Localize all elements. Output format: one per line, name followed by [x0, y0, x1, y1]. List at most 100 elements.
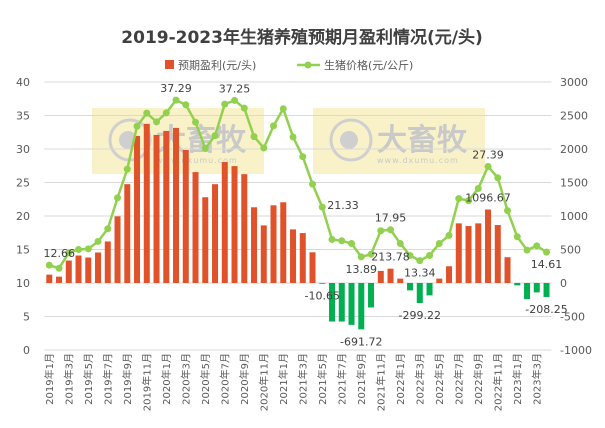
watermark-url: www.dxumu.com [156, 156, 238, 165]
watermark-url: www.dxumu.com [377, 156, 459, 165]
profit-bar [485, 209, 492, 283]
x-axis-tick: 2019年7月 [101, 353, 114, 405]
profit-bar [377, 270, 384, 283]
x-axis-tick: 2020年1月 [160, 353, 173, 405]
profit-bar [124, 184, 131, 283]
price-line-path [48, 98, 548, 270]
x-axis-tick: 2020年7月 [218, 353, 231, 405]
right-axis-tick: -1000 [560, 344, 592, 357]
watermark-brand: 大畜牧 [377, 123, 468, 158]
left-axis-tick: 25 [16, 177, 30, 190]
price-marker [455, 195, 463, 203]
price-marker [309, 180, 317, 188]
data-labels: 12.66 37.29 37.25 21.33 13.89 17.95 13.34 27.39… [44, 82, 568, 348]
price-marker [367, 250, 375, 258]
profit-bar [465, 226, 472, 283]
price-marker [533, 242, 541, 250]
left-axis-tick: 15 [16, 244, 30, 257]
profit-bar [65, 260, 72, 283]
profit-bar [270, 205, 277, 283]
profit-bar [114, 216, 121, 283]
price-marker [201, 144, 209, 152]
data-label: 1096.67 [465, 192, 511, 205]
x-axis-tick: 2020年11月 [257, 353, 270, 411]
data-label: 27.39 [472, 148, 504, 161]
price-marker [445, 231, 453, 239]
price-marker [211, 132, 219, 140]
data-label: 37.25 [219, 82, 251, 95]
x-axis: 2019年1月 2019年3月 2019年5月 2019年7月 2019年9月 2019年… [43, 353, 544, 411]
profit-bar [280, 202, 287, 283]
price-marker [377, 227, 385, 235]
profit-bar [46, 274, 53, 283]
profit-bar [533, 283, 540, 293]
price-marker [270, 122, 278, 130]
price-marker [75, 246, 83, 253]
price-marker [143, 109, 151, 117]
price-marker [240, 104, 248, 112]
price-marker [279, 105, 287, 113]
left-axis-tick: 35 [16, 110, 30, 123]
x-axis-tick: 2019年1月 [43, 353, 56, 405]
price-marker [348, 239, 356, 247]
right-axis-tick: 1000 [560, 210, 588, 223]
profit-bar [182, 150, 189, 283]
profit-bar [494, 225, 501, 283]
legend: 预期盈利(元/头) 生猪价格(元/公斤) [165, 58, 413, 72]
price-marker [65, 249, 73, 257]
profit-bar [231, 166, 238, 283]
price-marker [45, 261, 53, 269]
data-label: 13.89 [346, 263, 378, 276]
profit-bar [75, 255, 82, 283]
right-axis-tick: 0 [560, 277, 567, 290]
profit-bar [202, 197, 209, 283]
profit-bar [163, 130, 170, 283]
price-marker [318, 203, 326, 211]
right-axis: -1000 -500 0 500 1000 1500 2000 2500 3000 [560, 76, 592, 357]
profit-bar [348, 283, 355, 325]
data-label: 13.34 [404, 267, 436, 280]
x-axis-tick: 2019年3月 [62, 353, 75, 405]
profit-bar [212, 184, 219, 283]
profit-bar [260, 225, 267, 283]
x-axis-tick: 2021年5月 [316, 353, 329, 405]
price-marker [484, 162, 492, 170]
price-marker [543, 248, 551, 256]
left-axis-tick: 30 [16, 143, 30, 156]
profit-bar [134, 135, 141, 283]
profit-bar [290, 229, 297, 283]
data-label: 14.61 [531, 258, 563, 271]
watermark-logo-icon [329, 118, 373, 162]
price-marker [114, 194, 122, 202]
legend-swatch-profit [165, 60, 174, 69]
profit-bar [173, 127, 180, 284]
price-marker [338, 237, 346, 245]
left-axis: 0 5 10 15 20 25 30 35 40 [16, 76, 30, 357]
x-axis-tick: 2021年11月 [374, 353, 387, 411]
profit-bar [416, 283, 423, 304]
left-axis-tick: 20 [16, 210, 30, 223]
price-marker [396, 239, 404, 247]
price-marker [123, 165, 131, 173]
profit-bar [524, 283, 531, 300]
x-axis-tick: 2019年11月 [140, 353, 153, 411]
price-marker [474, 185, 482, 193]
price-marker [523, 246, 531, 254]
price-marker [192, 118, 200, 126]
profit-bar [455, 223, 462, 283]
profit-bar [56, 276, 63, 283]
left-axis-tick: 10 [16, 277, 30, 290]
profit-bar [319, 283, 326, 284]
price-marker [513, 233, 521, 241]
data-label: 37.29 [160, 82, 192, 95]
profit-bar [95, 252, 102, 283]
right-axis-tick: -500 [560, 311, 585, 324]
data-label: 17.95 [375, 212, 407, 225]
data-label: 213.78 [371, 251, 410, 264]
price-marker [231, 96, 239, 104]
x-axis-tick: 2020年5月 [199, 353, 212, 405]
legend-label-price: 生猪价格(元/公斤) [324, 58, 413, 72]
price-marker [406, 252, 414, 260]
price-marker [289, 133, 297, 141]
